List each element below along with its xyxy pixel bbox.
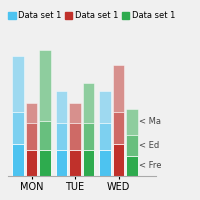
Bar	[26, 123, 37, 150]
Bar	[12, 112, 24, 144]
Bar	[83, 83, 94, 123]
Text: < Ed: < Ed	[139, 141, 159, 150]
Bar	[26, 150, 37, 176]
Bar	[99, 91, 111, 123]
Bar	[113, 65, 124, 112]
Bar	[83, 150, 94, 176]
Bar	[56, 91, 67, 123]
Bar	[126, 109, 138, 135]
Bar	[56, 150, 67, 176]
Bar	[39, 50, 51, 121]
Bar	[56, 123, 67, 150]
Bar	[69, 103, 81, 123]
Bar	[99, 150, 111, 176]
Legend: Data set 1, Data set 1, Data set 1: Data set 1, Data set 1, Data set 1	[5, 8, 178, 24]
Bar	[126, 135, 138, 156]
Bar	[69, 150, 81, 176]
Bar	[26, 103, 37, 123]
Bar	[126, 156, 138, 176]
Bar	[113, 112, 124, 144]
Bar	[83, 123, 94, 150]
Bar	[12, 56, 24, 112]
Bar	[69, 123, 81, 150]
Bar	[39, 121, 51, 150]
Bar	[12, 144, 24, 176]
Bar	[99, 123, 111, 150]
Text: < Fre: < Fre	[139, 161, 161, 170]
Bar	[39, 150, 51, 176]
Bar	[113, 144, 124, 176]
Text: < Ma: < Ma	[139, 117, 161, 126]
